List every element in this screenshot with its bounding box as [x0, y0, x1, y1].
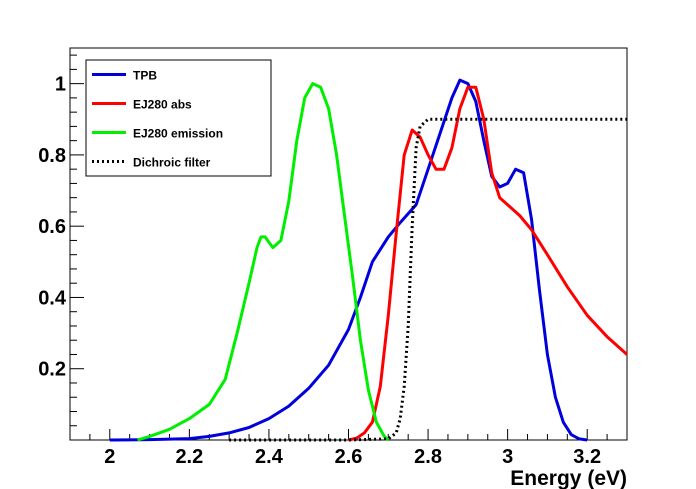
legend-box [85, 59, 272, 177]
y-tick-label: 0.2 [38, 359, 66, 381]
legend-label: Dichroic filter [133, 156, 211, 170]
y-axis-ticks: 0.2 0.4 0.6 0.8 1 [38, 54, 84, 441]
legend-label: EJ280 emission [133, 127, 223, 141]
x-tick-label: 3 [502, 446, 513, 468]
x-axis-ticks: 2 2.2 2.4 2.6 2.8 3 3.2 [69, 429, 628, 468]
series-line-ej280-abs [348, 85, 629, 442]
legend-label: EJ280 abs [133, 98, 192, 112]
x-axis-title: Energy (eV) [510, 467, 627, 489]
y-tick-label: 1 [55, 74, 66, 96]
x-tick-label: 3.2 [573, 446, 601, 468]
x-tick-label: 2.8 [414, 446, 442, 468]
x-tick-label: 2.6 [335, 446, 363, 468]
legend: TPB EJ280 abs EJ280 emission Dichroic filte… [85, 59, 272, 177]
series-curves [109, 78, 629, 442]
legend-label: TPB [133, 69, 157, 83]
y-tick-label: 0.6 [38, 216, 66, 238]
y-tick-label: 0.8 [38, 145, 66, 167]
series-line-dichroic-filter [229, 117, 627, 442]
series-line-ej280-emission [137, 82, 390, 442]
x-tick-label: 2.2 [175, 446, 203, 468]
x-tick-label: 2.4 [255, 446, 284, 468]
series-line-tpb [109, 78, 588, 442]
y-tick-label: 0.4 [38, 287, 67, 309]
x-tick-label: 2 [104, 446, 115, 468]
